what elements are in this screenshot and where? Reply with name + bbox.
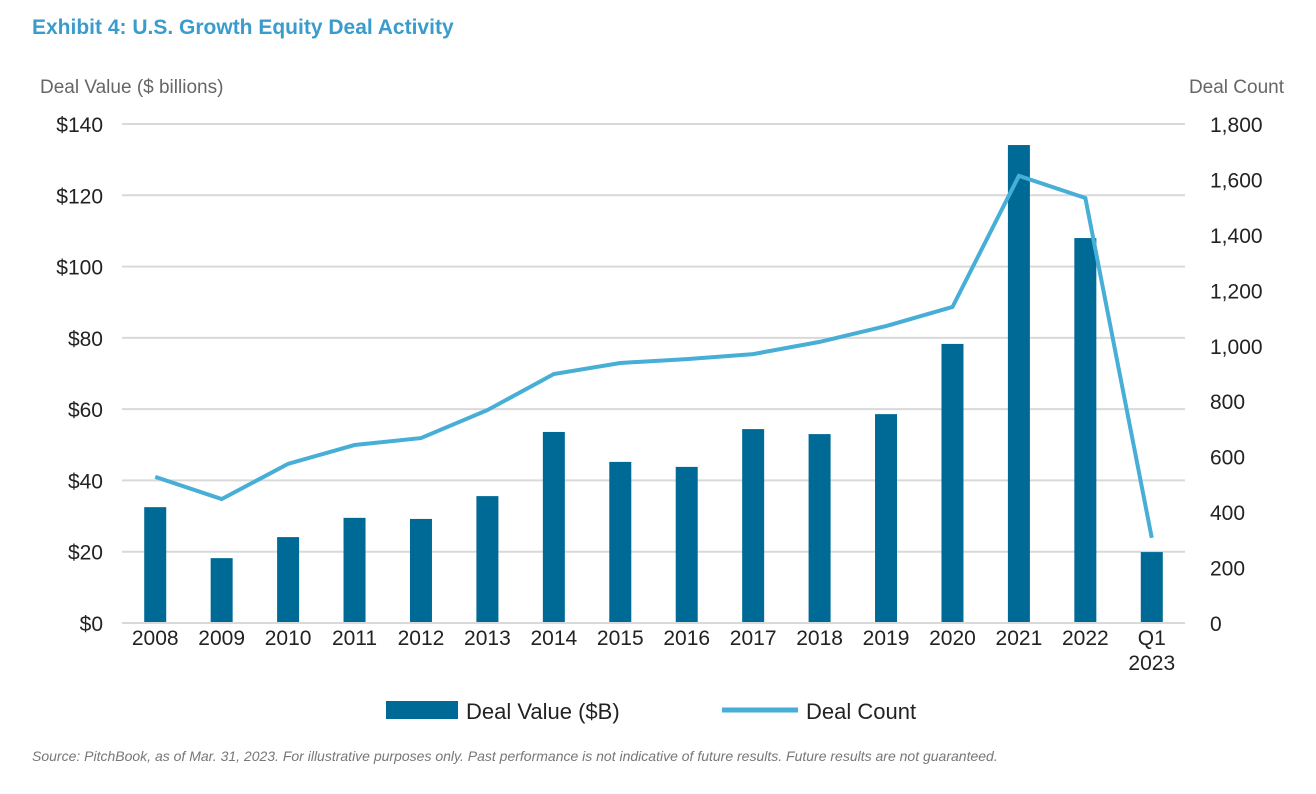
x-tick-label: 2013 — [464, 627, 511, 650]
y-right-tick-label: 400 — [1210, 502, 1245, 525]
bar-deal-value — [542, 431, 565, 623]
bar-deal-value — [277, 537, 300, 623]
y-right-tick-label: 1,000 — [1210, 336, 1263, 359]
x-tick-label: 2017 — [730, 627, 777, 650]
x-tick-label: 2022 — [1062, 627, 1109, 650]
y-left-tick-label: $40 — [68, 470, 103, 493]
bar-deal-value — [210, 558, 233, 623]
y-right-tick-label: 1,600 — [1210, 169, 1263, 192]
bar-deal-value — [144, 507, 167, 623]
x-tick-label: 2009 — [198, 627, 245, 650]
bar-deal-value — [476, 496, 499, 623]
y-left-axis-label: Deal Value ($ billions) — [40, 77, 223, 98]
legend-bar-swatch — [386, 701, 458, 719]
bar-deal-value — [343, 517, 366, 623]
x-tick-label: 2018 — [796, 627, 843, 650]
x-tick-label: Q1 2023 — [1128, 627, 1175, 675]
x-tick-label: 2020 — [929, 627, 976, 650]
y-right-tick-label: 0 — [1210, 613, 1222, 636]
x-tick-label: 2019 — [863, 627, 910, 650]
y-right-tick-label: 600 — [1210, 447, 1245, 470]
line-deal-count — [154, 173, 1154, 539]
y-right-tick-label: 1,800 — [1210, 114, 1263, 137]
x-tick-label: 2010 — [265, 627, 312, 650]
x-tick-label: 2012 — [398, 627, 445, 650]
y-left-tick-label: $140 — [56, 114, 103, 137]
x-tick-label: 2021 — [996, 627, 1043, 650]
y-left-tick-label: $60 — [68, 399, 103, 422]
x-tick-label: 2015 — [597, 627, 644, 650]
y-left-tick-label: $0 — [80, 613, 103, 636]
bar-deal-value — [409, 518, 432, 623]
y-right-tick-label: 1,400 — [1210, 225, 1263, 248]
bar-deal-value — [742, 429, 765, 623]
chart-title: Exhibit 4: U.S. Growth Equity Deal Activ… — [32, 16, 454, 39]
bar-deal-value — [875, 414, 898, 623]
y-right-axis-label: Deal Count — [1189, 77, 1285, 98]
y-right-tick-label: 800 — [1210, 391, 1245, 414]
bar-deal-value — [609, 461, 632, 623]
bar-deal-value — [941, 343, 964, 623]
bar-deal-value — [1007, 145, 1030, 623]
y-left-tick-label: $80 — [68, 328, 103, 351]
legend-label-deal-count: Deal Count — [806, 699, 916, 724]
y-right-tick-label: 1,200 — [1210, 280, 1263, 303]
source-note: Source: PitchBook, as of Mar. 31, 2023. … — [32, 748, 998, 764]
x-tick-label: 2008 — [132, 627, 179, 650]
y-left-tick-label: $20 — [68, 542, 103, 565]
legend-label-deal-value: Deal Value ($B) — [466, 699, 620, 724]
y-left-tick-label: $120 — [56, 185, 103, 208]
y-left-tick-label: $100 — [56, 257, 103, 280]
y-right-tick-label: 200 — [1210, 558, 1245, 581]
bar-deal-value — [808, 434, 831, 623]
bar-deal-value — [1074, 238, 1097, 624]
bar-deal-value — [675, 466, 698, 623]
x-tick-label: 2011 — [332, 627, 377, 650]
x-tick-label: 2014 — [530, 627, 577, 650]
bar-deal-value — [1140, 552, 1163, 623]
x-tick-label: 2016 — [663, 627, 710, 650]
